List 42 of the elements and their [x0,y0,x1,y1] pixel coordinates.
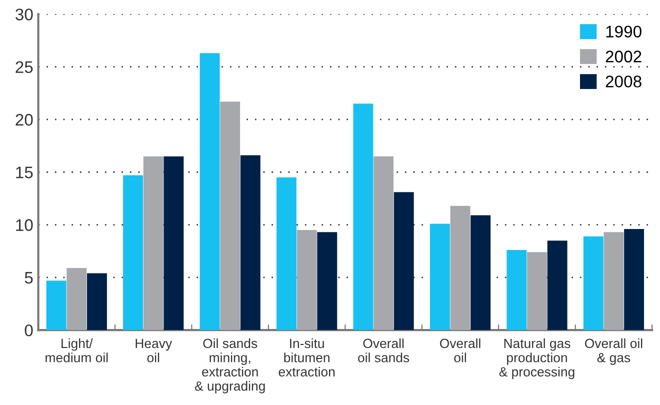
bar [506,250,527,330]
bar [46,280,66,330]
y-tick-label: 25 [16,61,33,74]
bar [276,177,296,330]
bar [583,236,604,330]
bar [240,155,260,330]
y-tick-label: 15 [16,166,33,178]
bar [470,215,491,330]
bar [164,156,184,330]
y-tick-label: 30 [16,8,33,20]
x-tick-label: Light/ medium oil [46,338,108,362]
bar [317,232,338,330]
y-tick-label: 0 [24,324,33,336]
bar [353,104,374,330]
bar [123,175,144,330]
bar [296,230,317,330]
bar [200,53,220,330]
x-tick-label: Overall oil sands [358,338,410,362]
bar [143,156,164,330]
x-tick-label: Oil sands mining, extraction & upgrading [194,338,265,394]
bar [66,268,87,330]
bar [430,224,450,330]
legend-label: 2008 [606,76,642,88]
legend-label: 2002 [606,50,642,62]
bar [87,273,107,330]
bar [547,240,568,330]
y-tick-label: 20 [16,114,33,126]
bar [624,228,644,330]
x-tick-label: Heavy oil [136,338,172,362]
bar [374,156,394,330]
x-tick-label: Natural gas production & processing [499,338,574,380]
x-tick-label: In-situ bitumen extraction [278,338,335,377]
bar [220,102,240,330]
y-tick-label: 10 [16,219,33,231]
bar [394,192,414,330]
legend-label: 1990 [606,26,642,38]
bar [604,232,624,330]
bar [527,252,547,330]
bar [450,206,470,330]
y-tick-label: 5 [24,272,33,284]
x-tick-label: Overall oil & gas [585,338,642,365]
x-tick-label: Overall oil [440,338,480,362]
